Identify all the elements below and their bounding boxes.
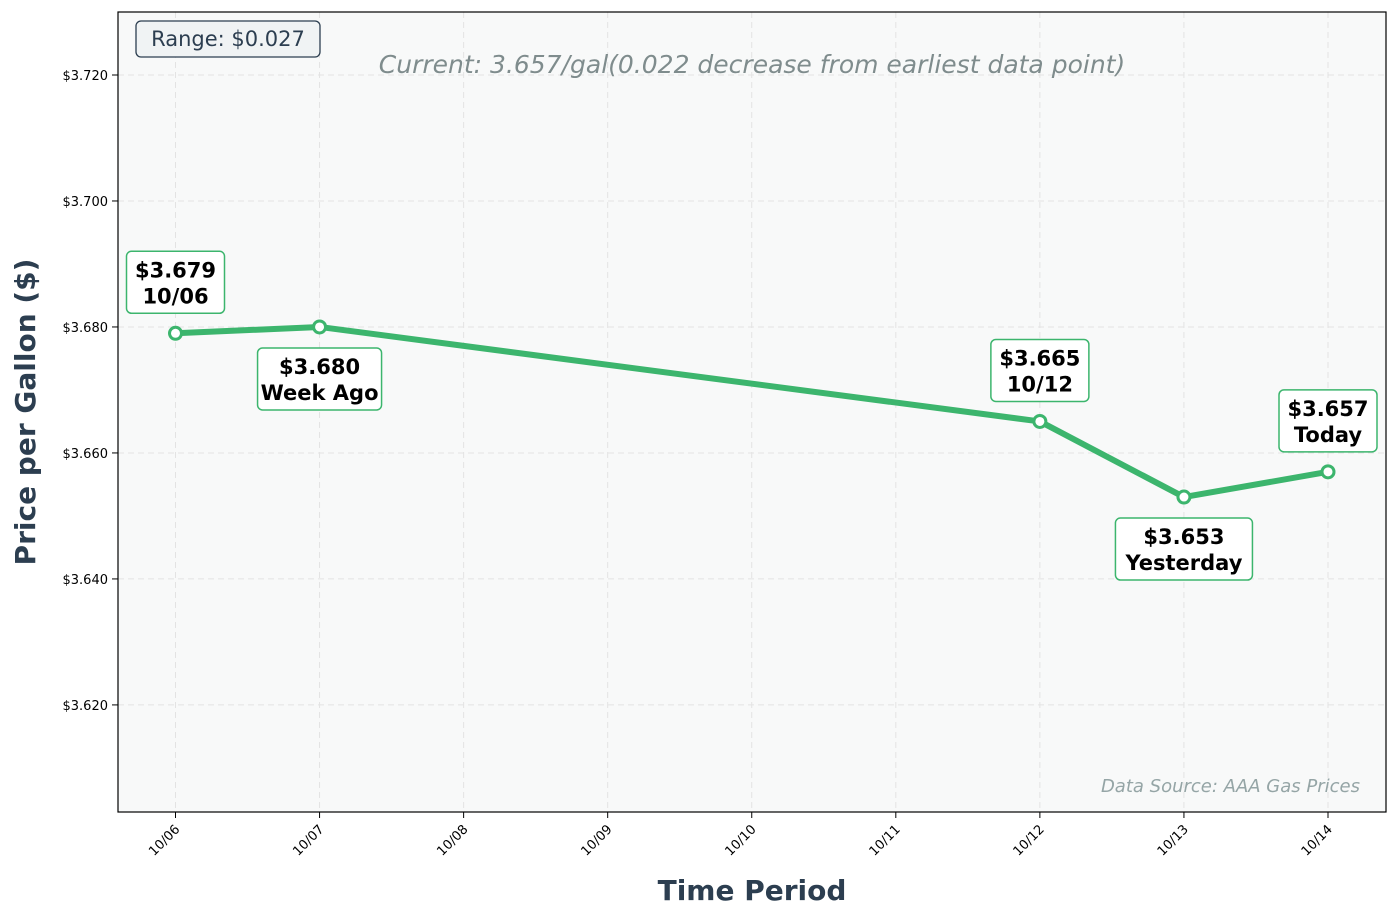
annotation-label: 10/12 — [1007, 372, 1073, 396]
x-tick-label: 10/07 — [290, 822, 327, 859]
range-box: Range: $0.027 — [135, 20, 321, 58]
data-point — [168, 325, 183, 341]
annotation-label: Yesterday — [1124, 551, 1242, 575]
annotation-box — [1278, 389, 1378, 453]
annotation-value: $3.679 — [135, 258, 216, 282]
y-axis: $3.620 $3.640 $3.660 $3.680 $3.700 $3.720 — [63, 69, 118, 714]
annotation-box — [125, 250, 226, 315]
y-tick-label: $3.720 — [63, 69, 109, 84]
annotation-value: $3.657 — [1287, 397, 1368, 421]
x-tick-label: 10/12 — [1011, 822, 1048, 859]
x-axis: 10/06 10/07 10/08 10/09 10/10 10/11 10/12 10/13… — [146, 812, 1336, 859]
data-point — [1320, 464, 1336, 480]
y-axis-title: Price per Gallon ($) — [9, 259, 42, 566]
y-tick-label: $3.680 — [63, 321, 109, 336]
annotation-value: $3.680 — [279, 355, 360, 379]
x-tick-label: 10/09 — [578, 822, 615, 859]
chart-subtitle: Current: 3.657/gal(0.022 decrease from e… — [379, 50, 1125, 79]
x-axis-title: Time Period — [658, 874, 847, 907]
x-tick-label: 10/14 — [1299, 822, 1336, 859]
x-tick-label: 10/11 — [867, 822, 904, 859]
y-tick-label: $3.660 — [63, 447, 109, 462]
y-tick-label: $3.640 — [63, 573, 109, 588]
data-point — [312, 319, 328, 335]
y-tick-label: $3.700 — [63, 195, 109, 210]
annotation-label: Week Ago — [261, 381, 379, 405]
annotation-label: 10/06 — [142, 284, 208, 308]
x-tick-label: 10/10 — [722, 822, 759, 859]
annotation-box — [990, 338, 1090, 403]
annotation-value: $3.653 — [1143, 525, 1224, 549]
range-label: Range: $0.027 — [151, 27, 305, 51]
annotation-label: Today — [1294, 423, 1363, 447]
x-tick-label: 10/06 — [146, 822, 183, 859]
series-layer — [168, 319, 1336, 505]
annotation-value: $3.665 — [999, 346, 1080, 370]
data-point — [1032, 413, 1048, 429]
data-source-note: Data Source: AAA Gas Prices — [1101, 776, 1360, 797]
y-tick-label: $3.620 — [63, 699, 109, 714]
data-point — [1176, 489, 1192, 505]
annotation-box — [256, 347, 383, 411]
annotation-box — [1114, 517, 1254, 581]
x-tick-label: 10/08 — [434, 822, 471, 859]
x-tick-label: 10/13 — [1155, 822, 1192, 859]
